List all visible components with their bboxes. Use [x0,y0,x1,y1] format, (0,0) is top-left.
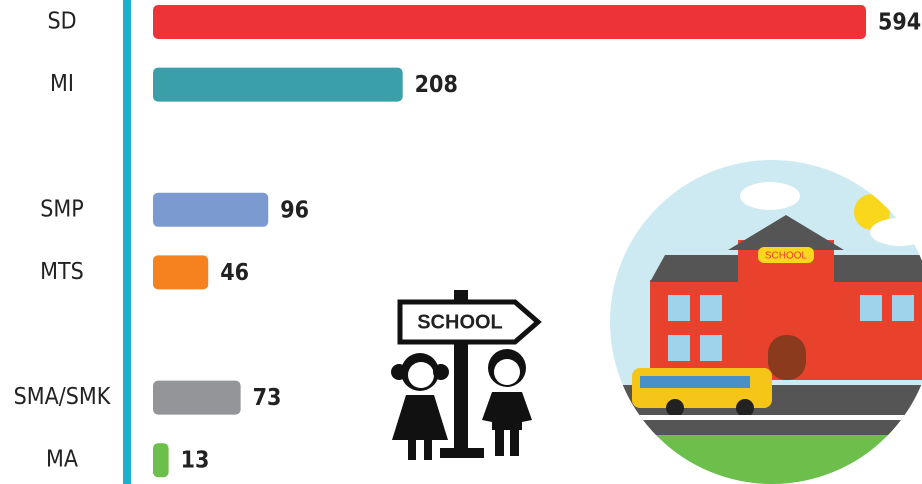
bar [153,255,209,290]
value-label: 13 [181,448,210,474]
value-label: 96 [280,197,309,223]
bar [153,443,169,478]
sign-text: SCHOOL [417,311,503,333]
bar [153,5,866,39]
school-scene-illustration: SCHOOL [610,160,922,484]
category-label: SD [47,9,76,35]
value-label: 46 [220,260,249,286]
school-sign-illustration: SCHOOL [391,290,542,460]
bar [153,380,241,415]
category-label: SMP [40,196,83,222]
building-text: SCHOOL [765,251,808,262]
category-label: SMA/SMK [14,384,111,410]
value-label: 594 [878,10,921,36]
category-label: MI [50,71,74,97]
value-label: 73 [253,385,282,411]
category-label: MA [46,447,78,473]
bar [153,192,269,227]
category-label: MTS [40,259,84,285]
value-label: 208 [415,72,458,98]
axis-bar [123,0,131,484]
bar [153,67,403,102]
